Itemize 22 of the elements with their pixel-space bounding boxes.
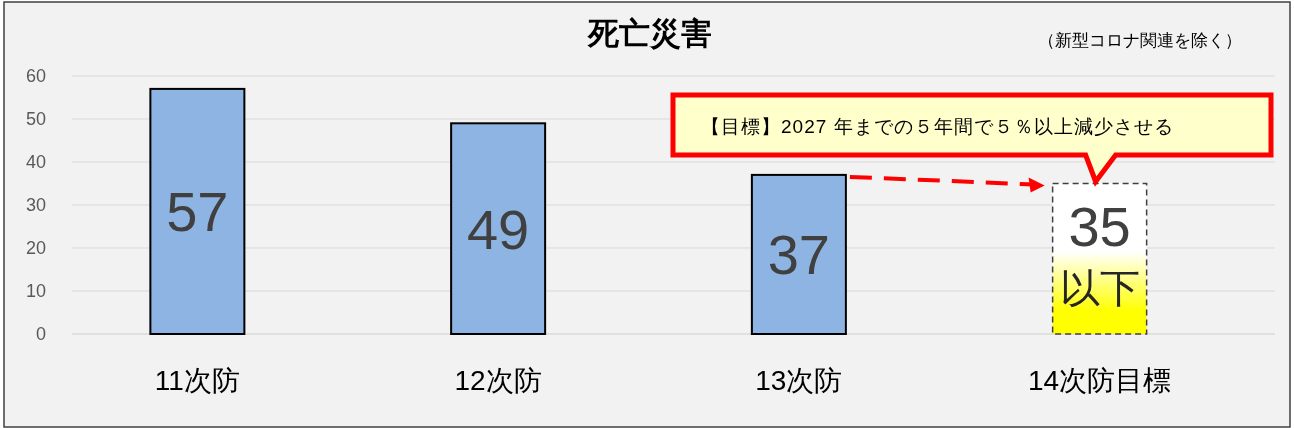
x-tick-label: 12次防 — [454, 365, 542, 396]
y-tick-label: 10 — [25, 281, 46, 301]
bar — [750, 173, 847, 335]
x-tick-label: 14次防目標 — [1028, 365, 1172, 396]
y-tick-label: 40 — [25, 152, 46, 172]
data-label: 35 — [1068, 194, 1131, 258]
data-label: 49 — [466, 197, 530, 261]
x-tick-label: 11次防 — [154, 365, 240, 396]
y-tick-label: 50 — [25, 109, 46, 129]
x-tick-label: 13次防 — [755, 365, 843, 396]
chart-title: 死亡災害 — [587, 16, 712, 51]
y-tick-label: 20 — [25, 238, 46, 258]
annotation: 【目標】2027 年までの５年間で５％以上減少させる — [701, 116, 1174, 137]
y-tick-label: 0 — [35, 324, 46, 344]
annotation: 以下 — [1059, 266, 1140, 310]
bar — [149, 87, 246, 335]
data-label: 37 — [767, 223, 831, 287]
text: （新型コロナ関連を除く） — [1038, 31, 1242, 50]
y-tick-label: 30 — [25, 195, 46, 215]
data-label: 57 — [166, 180, 229, 244]
y-tick-label: 60 — [25, 66, 46, 86]
bar — [450, 122, 547, 335]
